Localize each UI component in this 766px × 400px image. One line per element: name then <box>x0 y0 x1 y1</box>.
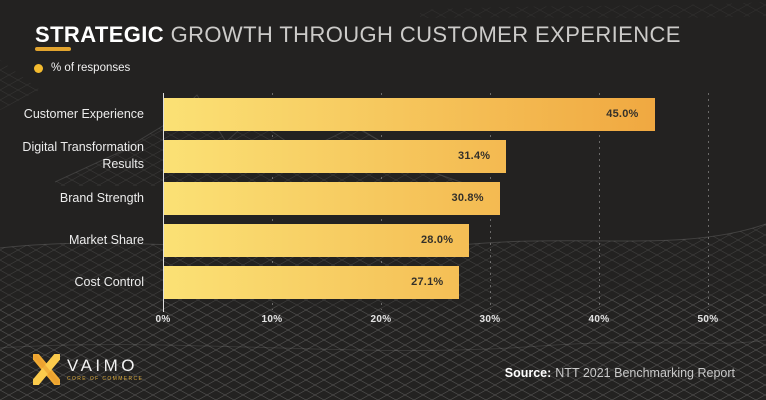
category-label: Cost Control <box>74 274 144 289</box>
title-underline-accent <box>35 47 71 51</box>
legend: % of responses <box>34 62 130 74</box>
bar-value-label: 45.0% <box>606 108 639 120</box>
legend-dot-icon <box>34 63 43 73</box>
gridline-50% <box>708 93 709 310</box>
vaimo-logo: VAIMO CORE OF COMMERCE <box>33 354 143 385</box>
bar-value-label: 27.1% <box>411 276 444 288</box>
x-tick-label-20%: 20% <box>370 314 392 325</box>
x-tick-label-40%: 40% <box>588 314 610 325</box>
page-title-rest: GROWTH THROUGH CUSTOMER EXPERIENCE <box>164 22 681 47</box>
bar: 31.4% <box>164 139 507 173</box>
bar: 27.1% <box>164 265 460 299</box>
page-title: STRATEGIC GROWTH THROUGH CUSTOMER EXPERI… <box>35 22 681 48</box>
y-axis-line <box>163 93 164 312</box>
source-attribution: Source: NTT 2021 Benchmarking Report <box>505 366 735 380</box>
category-label: Customer Experience <box>23 106 144 121</box>
bar-value-label: 28.0% <box>420 234 454 246</box>
x-tick-label-0%: 0% <box>155 314 171 325</box>
bar: 45.0% <box>164 97 655 131</box>
x-tick-label-50%: 50% <box>697 314 719 325</box>
category-label: Brand Strength <box>59 190 144 205</box>
vaimo-logo-wordmark: VAIMO <box>67 356 139 375</box>
bar-value-label: 31.4% <box>458 150 491 162</box>
gridline-40% <box>599 93 600 310</box>
page-title-emphasis: STRATEGIC <box>35 22 165 47</box>
vaimo-logo-tagline: CORE OF COMMERCE <box>67 376 144 382</box>
bar-value-label: 30.8% <box>451 192 484 204</box>
source-label: Source: <box>504 366 552 380</box>
category-label: Digital Transformation Results <box>22 140 144 171</box>
bar: 30.8% <box>164 181 500 215</box>
vaimo-x-logo-icon <box>33 354 60 385</box>
vaimo-logo-text: VAIMO CORE OF COMMERCE <box>67 357 143 382</box>
category-label: Market Share <box>68 232 144 247</box>
legend-label: % of responses <box>51 62 131 74</box>
x-tick-label-30%: 30% <box>479 314 501 325</box>
source-text: NTT 2021 Benchmarking Report <box>555 366 735 380</box>
x-tick-label-10%: 10% <box>261 314 283 325</box>
bar: 28.0% <box>164 223 470 257</box>
